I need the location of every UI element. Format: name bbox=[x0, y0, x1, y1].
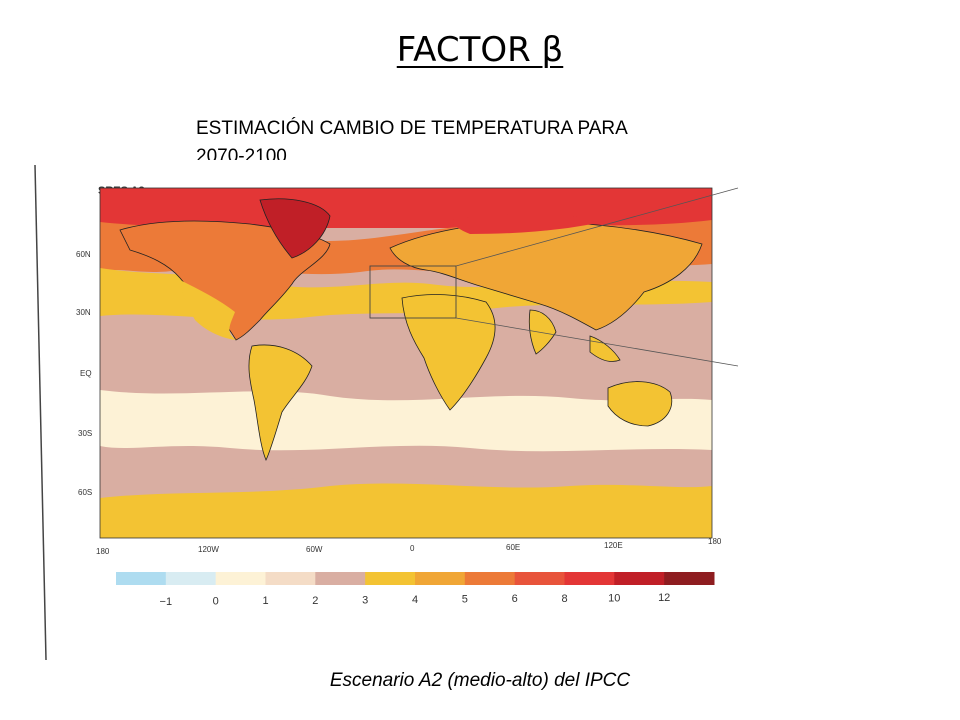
map-frame bbox=[99, 187, 713, 539]
legend-swatch bbox=[614, 572, 665, 585]
slide-title-text: FACTOR β bbox=[396, 30, 564, 70]
south-america-landmass bbox=[248, 344, 313, 461]
figure-caption: Escenario A2 (medio-alto) del IPCC bbox=[0, 670, 960, 692]
lon-label-180e: 180 bbox=[708, 537, 722, 546]
legend-swatch bbox=[165, 572, 217, 585]
legend-swatch bbox=[415, 572, 466, 585]
subtitle-line-1: ESTIMACIÓN CAMBIO DE TEMPERATURA PARA bbox=[196, 118, 628, 139]
legend-tick-label: 12 bbox=[658, 592, 670, 604]
legend-swatch bbox=[116, 572, 167, 585]
legend-swatch bbox=[365, 572, 416, 585]
legend-tick-label: 6 bbox=[512, 593, 518, 605]
lat-label-30s: 30S bbox=[78, 429, 92, 438]
legend-tick-label: 3 bbox=[362, 594, 368, 606]
legend-tick-label: 5 bbox=[462, 594, 468, 606]
legend-tick-label: 0 bbox=[213, 596, 219, 608]
antarctica-region bbox=[100, 483, 712, 538]
legend-tick-label: 2 bbox=[312, 595, 318, 607]
lon-label-0: 0 bbox=[410, 544, 415, 553]
callout-line-bottom bbox=[455, 317, 739, 367]
lon-label-120w: 120W bbox=[198, 545, 219, 554]
legend-colorbar bbox=[116, 572, 715, 585]
legend-tick-label: 8 bbox=[561, 593, 567, 605]
figure-svg: SRES A2 bbox=[34, 164, 739, 661]
india-landmass bbox=[528, 309, 557, 355]
lat-label-60n: 60N bbox=[76, 250, 91, 259]
callout-line-top bbox=[455, 187, 739, 267]
lat-label-30n: 30N bbox=[76, 308, 91, 317]
legend-swatch bbox=[315, 572, 366, 585]
legend-tick-label: 10 bbox=[608, 592, 620, 604]
australia-landmass bbox=[607, 381, 673, 427]
legend-swatch bbox=[564, 572, 615, 585]
legend-swatch bbox=[215, 572, 266, 585]
siberia-warm-region bbox=[450, 214, 610, 234]
north-america-south bbox=[180, 280, 236, 340]
longitude-labels: 180 120W 60W 0 60E 120E 180 bbox=[96, 537, 722, 556]
lat-label-60s: 60S bbox=[78, 488, 92, 497]
map-panel bbox=[100, 188, 712, 538]
lon-label-120e: 120E bbox=[604, 541, 623, 550]
lon-label-180w: 180 bbox=[96, 547, 110, 556]
lat-label-eq: EQ bbox=[80, 369, 92, 378]
africa-landmass bbox=[401, 294, 496, 411]
temperature-change-figure: SRES A2 bbox=[30, 160, 740, 663]
lon-label-60e: 60E bbox=[506, 543, 520, 552]
legend-tick-label: 4 bbox=[412, 594, 418, 606]
slide-title: FACTOR β bbox=[0, 30, 960, 70]
europe-highlight-box bbox=[369, 265, 457, 319]
latitude-labels: 60N 30N EQ 30S 60S bbox=[76, 250, 92, 497]
legend-tick-label: −1 bbox=[160, 596, 173, 608]
legend-swatch bbox=[514, 572, 565, 585]
greenland-landmass bbox=[259, 198, 331, 259]
caption-text: Escenario A2 (medio-alto) del IPCC bbox=[329, 670, 631, 691]
legend-swatch bbox=[464, 572, 516, 585]
scan-edge-line bbox=[34, 164, 47, 661]
lon-label-60w: 60W bbox=[306, 545, 323, 554]
legend-tick-label: 1 bbox=[262, 595, 268, 607]
southern-ocean-pale-band bbox=[100, 390, 712, 452]
legend-labels: −1 0 1 2 3 4 5 6 8 10 12 bbox=[160, 592, 671, 608]
legend-swatch bbox=[664, 572, 715, 585]
legend-swatch bbox=[265, 572, 316, 585]
